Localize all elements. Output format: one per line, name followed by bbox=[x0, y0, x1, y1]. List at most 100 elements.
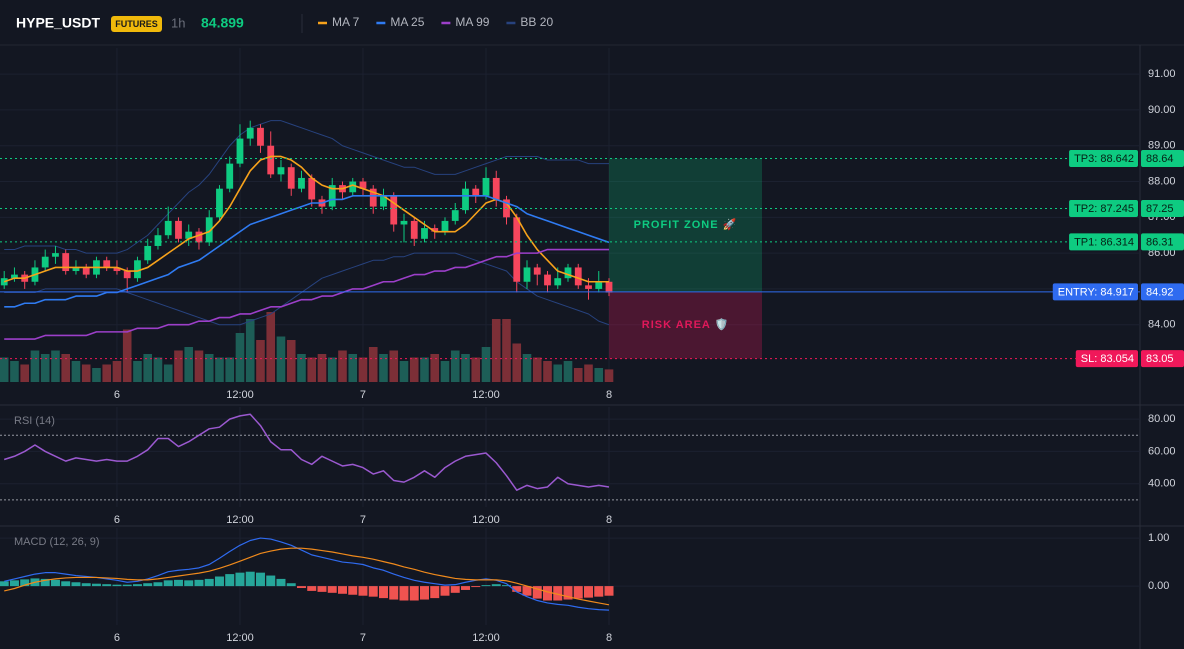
candle-body bbox=[513, 217, 521, 282]
band-lower bbox=[4, 252, 610, 326]
candle-body bbox=[205, 217, 213, 243]
candle-body bbox=[328, 185, 336, 207]
volume-bar bbox=[51, 350, 60, 382]
macd-histogram bbox=[122, 584, 132, 587]
candle-body bbox=[308, 177, 316, 200]
candle-body bbox=[564, 267, 572, 279]
volume-bar bbox=[10, 361, 19, 382]
candle-body bbox=[175, 220, 182, 239]
macd-histogram bbox=[266, 575, 276, 587]
volume-bar bbox=[20, 364, 30, 382]
interval: 1h bbox=[171, 15, 185, 30]
level-tag bbox=[1075, 350, 1138, 368]
x-tick-label: 7 bbox=[360, 632, 366, 644]
macd-histogram bbox=[214, 576, 224, 587]
volume-bar bbox=[430, 354, 440, 382]
candle-body bbox=[574, 267, 582, 286]
candle-body bbox=[544, 274, 551, 286]
volume-bar bbox=[594, 368, 604, 382]
price-tag-label: 87.25 bbox=[1146, 203, 1174, 215]
volume-bar bbox=[40, 354, 50, 382]
macd-histogram bbox=[50, 579, 60, 587]
candle-body bbox=[369, 188, 377, 207]
macd-histogram bbox=[563, 586, 573, 600]
candle-body bbox=[410, 220, 418, 239]
x-tick-label: 12:00 bbox=[472, 514, 500, 526]
badge bbox=[111, 16, 162, 32]
band-upper bbox=[4, 120, 609, 254]
y-tick-label: 91.00 bbox=[1148, 68, 1176, 80]
macd-histogram bbox=[296, 586, 306, 589]
candle-body bbox=[472, 188, 480, 196]
macd-histogram bbox=[143, 583, 153, 587]
macd-histogram bbox=[512, 586, 522, 592]
legend-label: BB 20 bbox=[520, 15, 553, 29]
macd-histogram bbox=[378, 586, 388, 599]
zone-label: PROFIT ZONE 🚀 bbox=[634, 218, 738, 231]
macd-histogram bbox=[501, 585, 511, 587]
volume-bar bbox=[440, 361, 450, 382]
zone bbox=[609, 291, 763, 359]
level-tag bbox=[1052, 283, 1138, 301]
candle-body bbox=[380, 195, 387, 207]
price-tag-label: 84.92 bbox=[1146, 286, 1174, 298]
y-tick-label: 88.00 bbox=[1148, 175, 1176, 187]
macd-histogram bbox=[471, 586, 481, 588]
macd-histogram bbox=[245, 571, 255, 587]
volume-bar bbox=[286, 340, 296, 382]
macd-histogram bbox=[481, 585, 491, 587]
volume-bar bbox=[389, 350, 399, 382]
candle-body bbox=[52, 253, 59, 257]
macd-histogram bbox=[81, 583, 91, 587]
volume-bar bbox=[184, 347, 194, 382]
macd-histogram bbox=[542, 586, 552, 601]
candle-body bbox=[267, 145, 275, 175]
candle-body bbox=[123, 271, 131, 279]
volume-bar bbox=[153, 357, 163, 382]
y-tick-label: 80.00 bbox=[1148, 413, 1176, 425]
macd-histogram bbox=[553, 586, 563, 601]
price-tag bbox=[1141, 150, 1184, 168]
level-tag bbox=[1069, 200, 1138, 218]
volume-bar bbox=[461, 354, 470, 382]
candle-body bbox=[605, 281, 613, 293]
macd-histogram bbox=[399, 586, 409, 601]
x-tick-label: 7 bbox=[360, 514, 366, 526]
candle-body bbox=[359, 181, 367, 189]
macd-histogram bbox=[389, 586, 399, 600]
macd-histogram bbox=[317, 586, 327, 592]
x-tick-label: 12:00 bbox=[226, 514, 254, 526]
macd-histogram bbox=[348, 586, 358, 595]
y-tick-label: 84.00 bbox=[1148, 319, 1176, 331]
level-tag bbox=[1069, 150, 1138, 168]
volume-bar bbox=[502, 319, 511, 382]
volume-bar bbox=[245, 319, 255, 382]
candle-body bbox=[277, 167, 285, 175]
candle-body bbox=[134, 260, 141, 279]
macd-histogram bbox=[61, 581, 71, 587]
moving-average bbox=[4, 248, 609, 340]
x-tick-label: 12:00 bbox=[226, 632, 254, 644]
macd-histogram bbox=[132, 584, 142, 587]
level-label: ENTRY: 84.917 bbox=[1058, 286, 1134, 298]
macd-histogram bbox=[163, 580, 173, 587]
volume-bar bbox=[604, 369, 614, 382]
candle-body bbox=[390, 195, 398, 225]
macd-histogram bbox=[604, 586, 614, 596]
volume-bar bbox=[194, 350, 204, 382]
level-label: TP3: 88.642 bbox=[1074, 153, 1134, 165]
candle-body bbox=[585, 285, 592, 289]
x-tick-label: 6 bbox=[114, 632, 120, 644]
candle-body bbox=[523, 267, 531, 282]
volume-bar bbox=[481, 347, 491, 382]
candle-body bbox=[226, 163, 234, 189]
volume-bar bbox=[256, 340, 265, 382]
volume-bar bbox=[553, 364, 563, 382]
volume-bar bbox=[215, 357, 224, 382]
candle-body bbox=[113, 267, 121, 272]
macd-histogram bbox=[584, 586, 594, 598]
candle-body bbox=[164, 220, 172, 236]
candle-body bbox=[349, 181, 357, 193]
candle-body bbox=[482, 177, 490, 196]
x-tick-label: 12:00 bbox=[472, 632, 500, 644]
